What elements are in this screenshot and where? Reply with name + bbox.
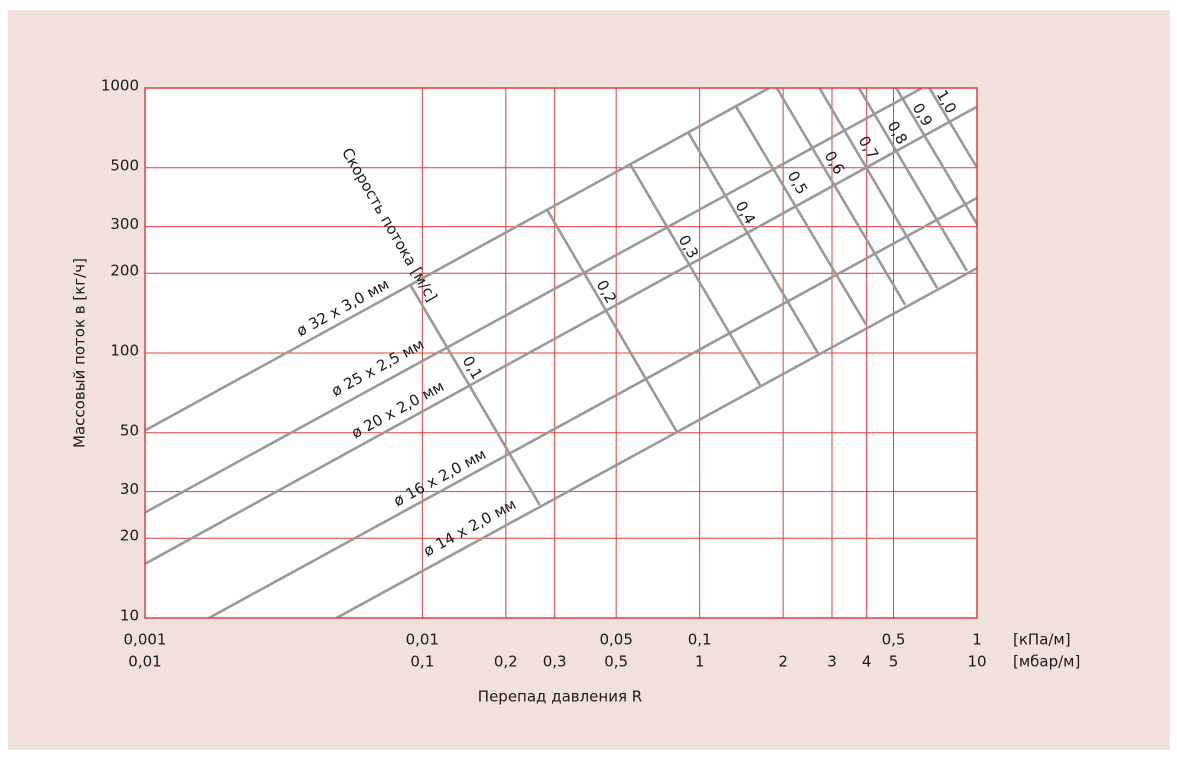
velocity-line — [686, 131, 820, 354]
y-axis-label: Массовый поток в [кг/ч] — [71, 258, 89, 448]
x-tick-label: 0,05 — [599, 631, 632, 649]
x2-tick-label: 10 — [967, 653, 986, 671]
y-tick-label: 200 — [110, 262, 139, 280]
plot-frame — [144, 87, 978, 619]
velocity-line — [775, 88, 907, 306]
x2-unit: [мбар/м] — [1013, 653, 1080, 671]
y-tick-label: 300 — [110, 215, 139, 233]
y-tick-label: 10 — [120, 607, 139, 625]
x2-tick-label: 4 — [862, 653, 872, 671]
pipe-line — [208, 196, 977, 618]
x-unit: [кПа/м] — [1013, 631, 1071, 649]
x2-tick-label: 2 — [778, 653, 788, 671]
x2-tick-label: 1 — [695, 653, 705, 671]
y-tick-label: 100 — [110, 342, 139, 360]
y-tick-label: 1000 — [101, 77, 139, 95]
velocity-line — [546, 209, 679, 433]
velocity-line — [894, 88, 977, 227]
pipe-line — [335, 267, 977, 618]
velocity-line — [857, 88, 969, 272]
x2-tick-label: 0,5 — [604, 653, 628, 671]
x-tick-label: 0,001 — [124, 631, 167, 649]
x2-tick-label: 0,3 — [543, 653, 567, 671]
y-tick-label: 500 — [110, 156, 139, 174]
velocity-line — [628, 163, 762, 386]
x2-tick-label: 0,01 — [128, 653, 161, 671]
x-axis-label: Перепад давления R — [478, 688, 642, 706]
x2-tick-label: 3 — [827, 653, 837, 671]
x-tick-label: 1 — [972, 631, 982, 649]
velocity-line — [927, 88, 977, 171]
x-tick-label: 0,5 — [882, 631, 906, 649]
grid — [144, 87, 978, 619]
x2-tick-label: 5 — [889, 653, 899, 671]
velocity-line — [409, 284, 541, 506]
y-tick-label: 50 — [120, 421, 139, 439]
x-tick-label: 0,1 — [688, 631, 712, 649]
y-tick-label: 20 — [120, 527, 139, 545]
velocity-line — [817, 88, 939, 289]
pipe-line — [145, 88, 923, 514]
lines — [145, 88, 977, 618]
x2-tick-label: 0,2 — [494, 653, 518, 671]
x2-tick-label: 0,1 — [410, 653, 434, 671]
pipe-line — [145, 88, 770, 432]
y-tick-label: 30 — [120, 480, 139, 498]
x-tick-label: 0,01 — [406, 631, 439, 649]
pipe-line — [145, 105, 977, 566]
velocity-line — [734, 105, 868, 326]
